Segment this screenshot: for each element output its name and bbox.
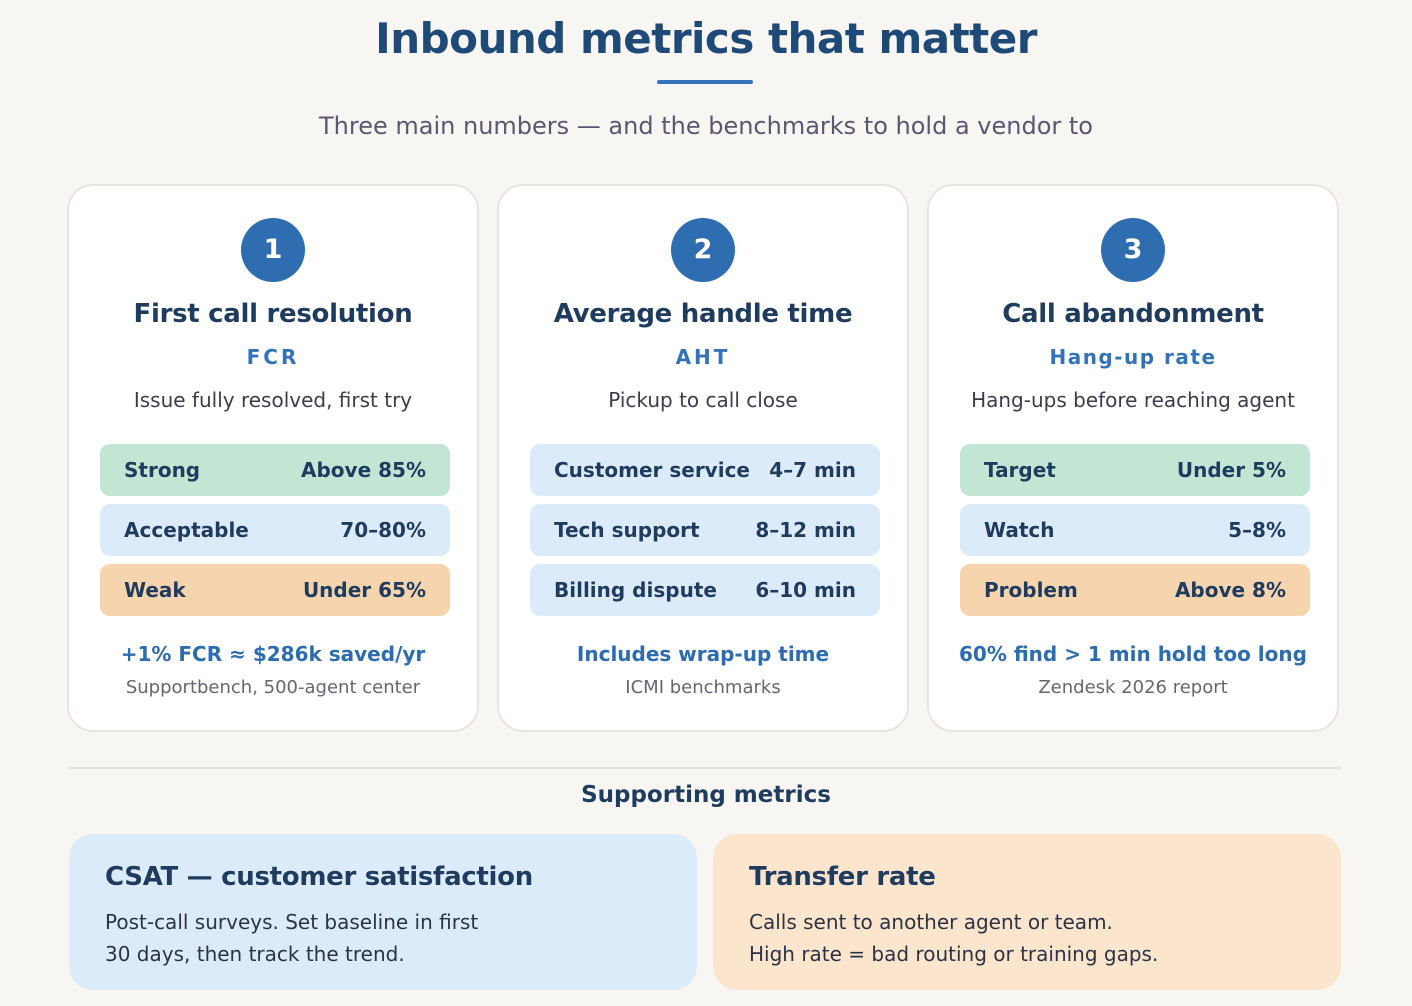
benchmark-label: Tech support	[554, 518, 700, 542]
benchmark-value: Under 5%	[1176, 458, 1286, 482]
card-description: Issue fully resolved, first try	[133, 388, 413, 412]
benchmark-value: 70–80%	[340, 518, 426, 542]
card-note: Includes wrap-up time	[576, 642, 830, 666]
card-abbreviation: AHT	[675, 345, 731, 369]
benchmark-row-billing-dispute: Billing dispute 6–10 min	[530, 564, 880, 616]
number-badge: 1	[241, 218, 305, 282]
panel-title: Transfer rate	[749, 862, 936, 892]
card-source: Zendesk 2026 report	[1038, 677, 1228, 698]
card-description: Hang-ups before reaching agent	[971, 388, 1295, 412]
card-title: Average handle time	[553, 299, 853, 329]
metric-card-fcr: 1 First call resolution FCR Issue fully …	[67, 184, 479, 732]
benchmark-value: Above 85%	[301, 458, 426, 482]
benchmark-label: Customer service	[554, 458, 750, 482]
benchmark-value: 5–8%	[1228, 518, 1286, 542]
benchmark-label: Problem	[984, 578, 1078, 602]
number-badge: 2	[671, 218, 735, 282]
card-description: Pickup to call close	[608, 388, 798, 412]
benchmark-value: 4–7 min	[769, 458, 856, 482]
title-underline	[657, 80, 753, 84]
section-divider	[68, 767, 1341, 769]
benchmark-label: Strong	[124, 458, 201, 482]
benchmark-row-tech-support: Tech support 8–12 min	[530, 504, 880, 556]
metric-card-aht: 2 Average handle time AHT Pickup to call…	[497, 184, 909, 732]
benchmark-row-weak: Weak Under 65%	[100, 564, 450, 616]
benchmark-value: 8–12 min	[755, 518, 856, 542]
benchmark-row-acceptable: Acceptable 70–80%	[100, 504, 450, 556]
benchmark-row-problem: Problem Above 8%	[960, 564, 1310, 616]
card-abbreviation: Hang-up rate	[1049, 345, 1217, 369]
card-title: First call resolution	[133, 299, 413, 329]
panel-text-line: 30 days, then track the trend.	[105, 942, 405, 966]
benchmark-row-watch: Watch 5–8%	[960, 504, 1310, 556]
benchmark-value: Under 65%	[302, 578, 426, 602]
card-note: 60% find > 1 min hold too long	[959, 642, 1307, 666]
benchmark-label: Watch	[984, 518, 1055, 542]
card-note: +1% FCR ≈ $286k saved/yr	[120, 642, 426, 666]
card-title: Call abandonment	[1002, 299, 1264, 329]
panel-title: CSAT — customer satisfaction	[105, 862, 533, 892]
page-subtitle: Three main numbers — and the benchmarks …	[319, 112, 1093, 140]
benchmark-label: Acceptable	[124, 518, 249, 542]
card-source: ICMI benchmarks	[625, 677, 781, 698]
card-source: Supportbench, 500-agent center	[125, 677, 421, 698]
panel-text-line: Calls sent to another agent or team.	[749, 910, 1113, 934]
benchmark-label: Weak	[124, 578, 186, 602]
card-abbreviation: FCR	[246, 345, 300, 369]
benchmark-value: Above 8%	[1174, 578, 1286, 602]
benchmark-row-target: Target Under 5%	[960, 444, 1310, 496]
benchmark-value: 6–10 min	[755, 578, 856, 602]
supporting-panel-transfer-rate: Transfer rate Calls sent to another agen…	[713, 834, 1341, 990]
panel-text-line: High rate = bad routing or training gaps…	[749, 942, 1159, 966]
metric-card-abandonment: 3 Call abandonment Hang-up rate Hang-ups…	[927, 184, 1339, 732]
page-title: Inbound metrics that matter	[375, 14, 1037, 63]
benchmark-label: Billing dispute	[554, 578, 717, 602]
supporting-panel-csat: CSAT — customer satisfaction Post-call s…	[69, 834, 697, 990]
benchmark-row-strong: Strong Above 85%	[100, 444, 450, 496]
panel-text-line: Post-call surveys. Set baseline in first	[105, 910, 479, 934]
benchmark-row-customer-service: Customer service 4–7 min	[530, 444, 880, 496]
benchmark-label: Target	[984, 458, 1056, 482]
number-badge: 3	[1101, 218, 1165, 282]
section-title: Supporting metrics	[581, 782, 831, 808]
